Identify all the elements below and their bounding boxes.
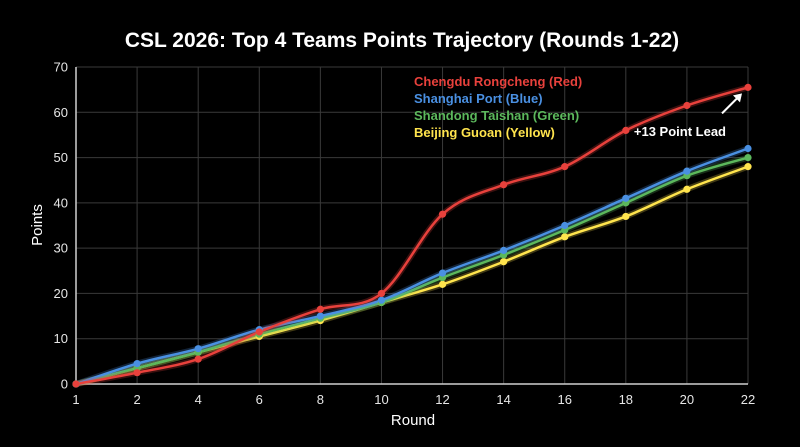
- series-glow-shanghai-port: [75, 145, 750, 387]
- y-tick-label: 40: [54, 195, 68, 210]
- y-tick-label: 20: [54, 286, 68, 301]
- data-point-chengdu-rongcheng: [377, 289, 386, 298]
- legend-entry-shandong-taishan: Shandong Taishan (Green): [414, 108, 579, 123]
- axes: [75, 67, 748, 385]
- data-point-beijing-guoan: [500, 258, 508, 266]
- x-tick-label: 12: [435, 392, 449, 407]
- chart-title: CSL 2026: Top 4 Teams Points Trajectory …: [125, 29, 679, 52]
- annotations: +13 Point Lead: [634, 93, 742, 139]
- data-point-shanghai-port: [316, 312, 324, 320]
- data-point-shanghai-port: [438, 269, 447, 277]
- data-point-shanghai-port: [377, 296, 386, 304]
- legend-entry-beijing-guoan: Beijing Guoan (Yellow): [414, 125, 555, 140]
- y-axis-label: Points: [29, 204, 46, 246]
- y-tick-labels: 0 10 20 30 40 50 60 70: [54, 60, 68, 392]
- data-point-beijing-guoan: [622, 212, 630, 221]
- y-tick-label: 30: [54, 241, 68, 256]
- x-tick-label: 4: [195, 392, 202, 407]
- data-point-shanghai-port: [194, 345, 202, 353]
- x-tick-labels: 1 2 4 6 8 10 12 14 16 18 20 22: [72, 392, 755, 407]
- data-point-chengdu-rongcheng: [683, 101, 691, 110]
- x-tick-label: 2: [133, 392, 140, 407]
- y-tick-label: 50: [54, 150, 68, 165]
- x-axis-label: Round: [391, 412, 435, 429]
- x-tick-label: 18: [619, 392, 633, 407]
- data-point-shanghai-port: [500, 246, 508, 255]
- x-tick-label: 22: [741, 392, 755, 407]
- data-point-chengdu-rongcheng: [622, 126, 630, 134]
- data-point-beijing-guoan: [744, 163, 752, 171]
- data-point-shanghai-port: [561, 221, 569, 230]
- annotation-arrowhead: [733, 93, 742, 103]
- data-point-chengdu-rongcheng: [744, 83, 752, 91]
- y-tick-label: 10: [54, 331, 68, 346]
- legend-entry-shanghai-port: Shanghai Port (Blue): [414, 91, 543, 106]
- grid-lines: [75, 66, 749, 385]
- legend-entry-chengdu-rongcheng: Chengdu Rongcheng (Red): [414, 74, 582, 89]
- x-tick-label: 10: [374, 392, 388, 407]
- legend: Chengdu Rongcheng (Red) Shanghai Port (Bl…: [414, 74, 582, 140]
- data-point-shandong-taishan: [744, 153, 752, 162]
- data-point-beijing-guoan: [683, 185, 691, 193]
- x-tick-label: 1: [72, 392, 79, 407]
- x-tick-label: 20: [680, 392, 694, 407]
- x-tick-label: 8: [317, 392, 324, 407]
- series-points: [72, 83, 752, 388]
- data-point-beijing-guoan: [438, 280, 447, 288]
- data-point-chengdu-rongcheng: [438, 210, 447, 218]
- data-point-chengdu-rongcheng: [500, 181, 508, 189]
- data-point-beijing-guoan: [561, 233, 569, 241]
- data-point-chengdu-rongcheng: [133, 369, 141, 377]
- data-point-shanghai-port: [622, 194, 630, 202]
- annotation-arrow: [721, 95, 740, 115]
- data-point-chengdu-rongcheng: [194, 355, 202, 363]
- x-tick-label: 6: [256, 392, 263, 407]
- series-line-shanghai-port: [75, 147, 749, 386]
- annotation-text: +13 Point Lead: [634, 124, 726, 139]
- data-point-chengdu-rongcheng: [561, 163, 569, 171]
- data-point-shanghai-port: [744, 144, 752, 153]
- y-tick-label: 70: [54, 60, 68, 75]
- x-tick-label: 14: [496, 392, 510, 407]
- data-point-shanghai-port: [133, 360, 141, 368]
- data-point-chengdu-rongcheng: [72, 380, 80, 388]
- data-point-chengdu-rongcheng: [255, 328, 263, 336]
- data-point-chengdu-rongcheng: [316, 305, 324, 313]
- x-tick-label: 16: [557, 392, 571, 407]
- y-tick-label: 0: [61, 377, 68, 392]
- data-point-shanghai-port: [683, 167, 691, 175]
- y-tick-label: 60: [54, 105, 68, 120]
